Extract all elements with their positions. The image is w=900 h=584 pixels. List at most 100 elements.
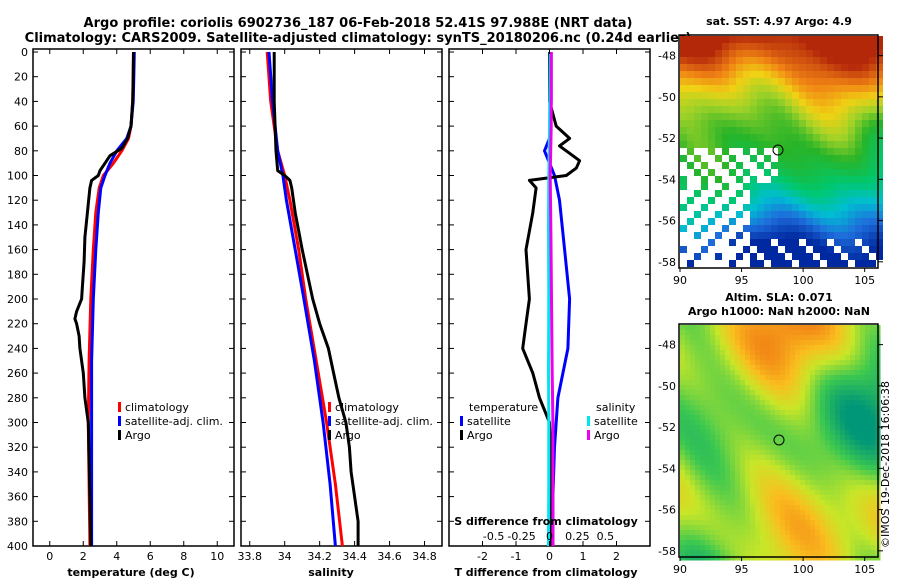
sla-cell — [865, 360, 871, 366]
sst-cell — [876, 71, 883, 78]
sst-cell — [708, 148, 715, 155]
sst-cell — [792, 50, 799, 57]
sla-cell — [745, 500, 751, 506]
sst-cell — [862, 190, 869, 197]
sla-cell — [860, 365, 866, 371]
sla-cell — [720, 370, 726, 376]
sst-cell — [869, 50, 876, 57]
sla-cell — [855, 490, 861, 496]
sla-cell — [820, 370, 826, 376]
sla-cell — [730, 525, 736, 531]
sla-cell — [835, 505, 841, 511]
sla-cell — [770, 375, 776, 381]
sla-cell — [710, 515, 716, 521]
sst-cell — [862, 99, 869, 106]
sla-cell — [680, 495, 686, 501]
sst-cell — [792, 197, 799, 204]
sla-cell — [685, 525, 691, 531]
sst-cell — [729, 127, 736, 134]
sla-cell — [760, 415, 766, 421]
sst-cell — [701, 85, 708, 92]
sla-cell — [690, 465, 696, 471]
sla-cell — [680, 370, 686, 376]
sst-cell — [827, 162, 834, 169]
sst-cell — [862, 169, 869, 176]
sla-cell — [870, 525, 876, 531]
sla-cell — [715, 550, 721, 556]
sla-cell — [715, 525, 721, 531]
sla-cell — [785, 395, 791, 401]
sla-cell — [845, 520, 851, 526]
sla-cell — [780, 350, 786, 356]
sla-cell — [810, 400, 816, 406]
sla-cell — [765, 405, 771, 411]
sla-cell — [740, 540, 746, 546]
sla-cell — [870, 370, 876, 376]
sst-cell — [848, 204, 855, 211]
sst-cell — [694, 36, 701, 43]
sla-cell — [775, 500, 781, 506]
sla-cell — [815, 495, 821, 501]
sla-cell — [710, 355, 716, 361]
sst-cell — [848, 232, 855, 239]
sla-cell — [835, 465, 841, 471]
sst-cell — [806, 106, 813, 113]
sst-cell — [764, 71, 771, 78]
sla-cell — [705, 460, 711, 466]
sla-cell — [810, 390, 816, 396]
sla-cell — [705, 495, 711, 501]
sla-cell — [700, 550, 706, 556]
sst-cell — [799, 50, 806, 57]
sla-cell — [845, 505, 851, 511]
depth-tick-label: 400 — [7, 540, 28, 553]
sla-cell — [860, 495, 866, 501]
sst-cell — [778, 99, 785, 106]
sst-cell — [708, 141, 715, 148]
sla-cell — [775, 425, 781, 431]
sla-cell — [860, 480, 866, 486]
lon-tick-label: 90 — [673, 274, 687, 287]
sst-cell — [750, 211, 757, 218]
sst-cell — [764, 134, 771, 141]
sla-cell — [780, 370, 786, 376]
sla-cell — [765, 475, 771, 481]
sst-cell — [841, 190, 848, 197]
sla-cell — [685, 545, 691, 551]
sst-cell — [862, 134, 869, 141]
sst-cell — [841, 64, 848, 71]
sst-cell — [743, 92, 750, 99]
sla-cell — [865, 395, 871, 401]
sla-cell — [765, 325, 771, 331]
x-tick-label: 34.6 — [377, 550, 402, 563]
sla-cell — [720, 425, 726, 431]
sla-cell — [690, 505, 696, 511]
sst-cell — [841, 85, 848, 92]
sst-cell — [792, 204, 799, 211]
sst-cell — [750, 204, 757, 211]
sla-cell — [720, 515, 726, 521]
sla-cell — [715, 515, 721, 521]
sla-cell — [805, 345, 811, 351]
sla-cell — [740, 360, 746, 366]
sla-cell — [835, 490, 841, 496]
sla-cell — [755, 360, 761, 366]
depth-tick-label: 0 — [21, 46, 28, 59]
sla-cell — [760, 400, 766, 406]
sst-cell — [750, 57, 757, 64]
sla-map — [680, 325, 881, 561]
sla-cell — [845, 455, 851, 461]
sla-cell — [740, 380, 746, 386]
sla-cell — [770, 355, 776, 361]
sla-cell — [730, 380, 736, 386]
sla-cell — [825, 360, 831, 366]
depth-tick-label: 40 — [14, 95, 28, 108]
sla-cell — [730, 505, 736, 511]
sla-cell — [760, 515, 766, 521]
sla-cell — [765, 440, 771, 446]
sla-cell — [725, 515, 731, 521]
sla-cell — [870, 330, 876, 336]
sla-cell — [775, 495, 781, 501]
sst-cell — [771, 92, 778, 99]
sla-cell — [815, 345, 821, 351]
sla-cell — [790, 380, 796, 386]
